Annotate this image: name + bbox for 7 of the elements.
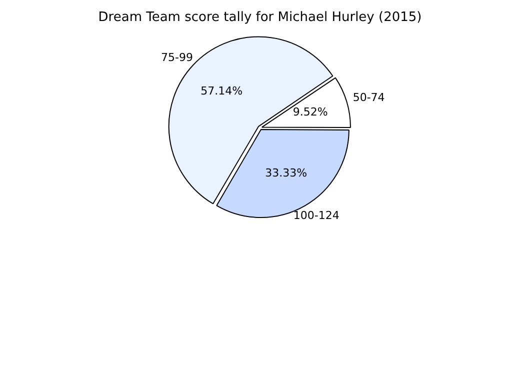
data-label: 57.14%: [200, 84, 243, 98]
slice-label: 75-99: [161, 51, 194, 64]
slice-label: 50-74: [352, 91, 385, 104]
slice-label: 100-124: [293, 208, 340, 222]
data-label: 33.33%: [265, 166, 308, 180]
chart-title: Dream Team score tally for Michael Hurley (2015): [98, 10, 422, 26]
data-label: 9.52%: [292, 105, 328, 118]
